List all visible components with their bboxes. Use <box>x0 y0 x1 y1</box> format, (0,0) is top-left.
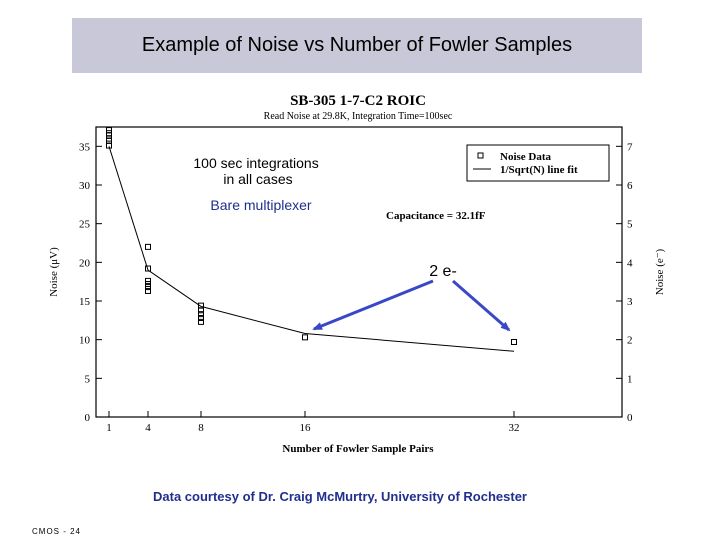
multiplexer-annotation: Bare multiplexer <box>210 197 311 213</box>
electrons-annotation: 2 e- <box>429 263 457 280</box>
fit-line-segment <box>108 146 149 271</box>
data-point <box>198 315 204 322</box>
arrow-to-32 <box>452 279 511 332</box>
y-tick-label: 20 <box>79 257 91 269</box>
y-tick-label: 5 <box>85 373 91 385</box>
slide-title: Example of Noise vs Number of Fowler Sam… <box>141 34 573 56</box>
y-tick-label: 10 <box>79 335 91 347</box>
x-tick-label: 8 <box>198 422 204 434</box>
data-point <box>511 338 517 345</box>
data-point <box>145 277 151 284</box>
data-point <box>302 334 308 341</box>
y2-axis-label: Noise (e⁻) <box>654 248 666 295</box>
fit-line <box>108 146 515 352</box>
fit-line-segment <box>147 269 202 307</box>
data-point <box>106 130 112 137</box>
y2-tick-label: 6 <box>627 180 633 192</box>
axis-ticks: 1 4 8 16 32 0 5 10 15 20 25 30 35 0 1 2 3 4 5 6 7 <box>79 141 633 434</box>
capacitance-annotation: Capacitance = 32.1fF <box>386 210 486 222</box>
y2-tick-label: 0 <box>627 412 633 424</box>
legend: Noise Data 1/Sqrt(N) line fit <box>466 144 610 182</box>
electrons-label-bg <box>422 259 464 281</box>
legend-item-noise-data: Noise Data <box>500 151 552 163</box>
y-tick-label: 35 <box>79 141 91 153</box>
x-axis-label: Number of Fowler Sample Pairs <box>282 443 434 455</box>
data-point <box>145 243 151 250</box>
chart-title: SB-305 1-7-C2 ROIC <box>290 93 426 109</box>
data-point <box>145 287 151 294</box>
data-point <box>106 127 112 134</box>
y2-tick-label: 3 <box>627 296 633 308</box>
data-point <box>198 318 204 325</box>
slide-number: CMOS - 24 <box>32 527 82 536</box>
y2-tick-label: 2 <box>627 335 633 347</box>
x-tick-label: 16 <box>300 422 312 434</box>
y2-tick-label: 7 <box>627 141 633 153</box>
data-point <box>198 311 204 318</box>
y-tick-label: 15 <box>79 296 91 308</box>
data-point <box>145 284 151 291</box>
x-tick-label: 1 <box>106 422 112 434</box>
x-tick-label: 4 <box>145 422 151 434</box>
data-point <box>145 265 151 272</box>
data-points <box>106 127 517 345</box>
chart-subtitle: Read Noise at 29.8K, Integration Time=10… <box>264 111 453 122</box>
integrations-annotation: 100 sec integrations in all cases <box>193 155 322 187</box>
y2-tick-label: 4 <box>627 257 633 269</box>
arrow-to-16 <box>312 279 434 331</box>
x-tick-label: 32 <box>509 422 520 434</box>
data-point <box>145 280 151 287</box>
legend-item-line-fit: 1/Sqrt(N) line fit <box>500 164 578 176</box>
footer-credit: Data courtesy of Dr. Craig McMurtry, Uni… <box>153 489 527 504</box>
y2-tick-label: 5 <box>627 219 633 231</box>
y-tick-label: 25 <box>79 219 91 231</box>
y2-tick-label: 1 <box>627 373 633 385</box>
fit-line-segment <box>304 332 515 352</box>
data-point <box>198 307 204 314</box>
y-tick-label: 30 <box>79 180 91 192</box>
plot-frame <box>95 126 623 418</box>
y-axis-label: Noise (μV) <box>48 247 60 297</box>
y-tick-label: 0 <box>85 412 91 424</box>
legend-marker-icon <box>477 152 484 159</box>
slide-title-box: Example of Noise vs Number of Fowler Sam… <box>72 18 642 73</box>
fit-line-segment <box>200 305 306 334</box>
